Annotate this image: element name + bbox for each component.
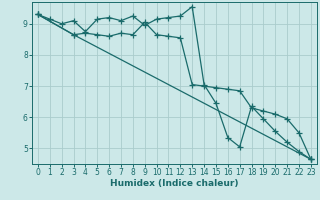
X-axis label: Humidex (Indice chaleur): Humidex (Indice chaleur) bbox=[110, 179, 239, 188]
